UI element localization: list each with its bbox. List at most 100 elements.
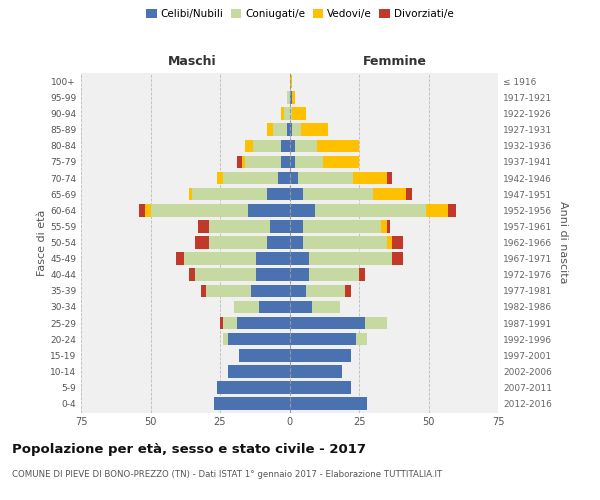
Bar	[253, 140, 281, 152]
Bar	[281, 108, 284, 120]
Bar	[290, 172, 298, 184]
Bar	[290, 124, 292, 136]
Bar	[406, 188, 412, 200]
Bar	[298, 172, 353, 184]
Bar	[242, 156, 245, 168]
Bar	[290, 252, 309, 265]
Bar	[381, 220, 387, 232]
Text: Maschi: Maschi	[168, 56, 217, 68]
Bar	[309, 268, 359, 281]
Bar	[287, 91, 290, 104]
Bar	[206, 284, 251, 297]
Bar	[239, 349, 290, 362]
Bar	[284, 108, 290, 120]
Bar	[292, 124, 301, 136]
Bar	[251, 284, 290, 297]
Bar	[426, 204, 448, 216]
Bar	[209, 220, 270, 232]
Bar	[387, 236, 392, 249]
Bar	[290, 140, 295, 152]
Bar	[356, 333, 367, 345]
Bar	[387, 172, 392, 184]
Bar	[292, 91, 295, 104]
Bar	[273, 124, 287, 136]
Bar	[290, 317, 365, 330]
Legend: Celibi/Nubili, Coniugati/e, Vedovi/e, Divorziati/e: Celibi/Nubili, Coniugati/e, Vedovi/e, Di…	[142, 5, 458, 24]
Y-axis label: Anni di nascita: Anni di nascita	[557, 201, 568, 283]
Bar	[256, 268, 290, 281]
Text: Popolazione per età, sesso e stato civile - 2017: Popolazione per età, sesso e stato civil…	[12, 442, 366, 456]
Bar	[290, 300, 312, 313]
Bar	[270, 220, 290, 232]
Bar	[290, 156, 295, 168]
Bar	[190, 268, 195, 281]
Bar	[236, 156, 242, 168]
Bar	[151, 204, 248, 216]
Bar	[312, 300, 340, 313]
Bar	[267, 124, 273, 136]
Bar	[190, 188, 192, 200]
Bar	[292, 108, 306, 120]
Bar	[323, 156, 359, 168]
Bar	[281, 140, 290, 152]
Bar	[290, 204, 314, 216]
Bar	[448, 204, 457, 216]
Bar	[214, 398, 290, 410]
Bar	[359, 268, 365, 281]
Bar	[248, 204, 290, 216]
Bar	[290, 91, 292, 104]
Bar	[301, 124, 328, 136]
Bar	[290, 220, 304, 232]
Bar	[392, 236, 403, 249]
Bar	[290, 349, 350, 362]
Bar	[245, 156, 281, 168]
Bar	[287, 124, 290, 136]
Bar	[392, 252, 403, 265]
Bar	[192, 188, 267, 200]
Bar	[236, 317, 290, 330]
Bar	[145, 204, 151, 216]
Bar	[176, 252, 184, 265]
Bar	[304, 236, 387, 249]
Bar	[217, 381, 290, 394]
Bar	[229, 333, 290, 345]
Bar	[353, 172, 387, 184]
Bar	[139, 204, 145, 216]
Bar	[304, 220, 381, 232]
Bar	[259, 300, 290, 313]
Bar	[217, 172, 223, 184]
Bar	[267, 188, 290, 200]
Bar	[314, 204, 426, 216]
Y-axis label: Fasce di età: Fasce di età	[37, 210, 47, 276]
Bar	[290, 398, 367, 410]
Bar	[304, 188, 373, 200]
Bar	[198, 220, 209, 232]
Text: COMUNE DI PIEVE DI BONO-PREZZO (TN) - Dati ISTAT 1° gennaio 2017 - Elaborazione : COMUNE DI PIEVE DI BONO-PREZZO (TN) - Da…	[12, 470, 442, 479]
Bar	[290, 333, 356, 345]
Bar	[267, 236, 290, 249]
Bar	[195, 268, 256, 281]
Bar	[290, 188, 304, 200]
Bar	[365, 317, 387, 330]
Bar	[290, 284, 306, 297]
Bar	[317, 140, 359, 152]
Bar	[200, 284, 206, 297]
Bar	[290, 108, 292, 120]
Bar	[234, 300, 259, 313]
Bar	[295, 140, 317, 152]
Bar	[306, 284, 345, 297]
Bar	[278, 172, 290, 184]
Bar	[220, 317, 223, 330]
Bar	[229, 365, 290, 378]
Bar	[184, 252, 256, 265]
Bar	[290, 75, 292, 88]
Bar	[281, 156, 290, 168]
Bar	[223, 172, 278, 184]
Bar	[290, 236, 304, 249]
Bar	[256, 252, 290, 265]
Bar	[223, 317, 236, 330]
Bar	[290, 268, 309, 281]
Bar	[245, 140, 253, 152]
Bar	[195, 236, 209, 249]
Bar	[290, 381, 350, 394]
